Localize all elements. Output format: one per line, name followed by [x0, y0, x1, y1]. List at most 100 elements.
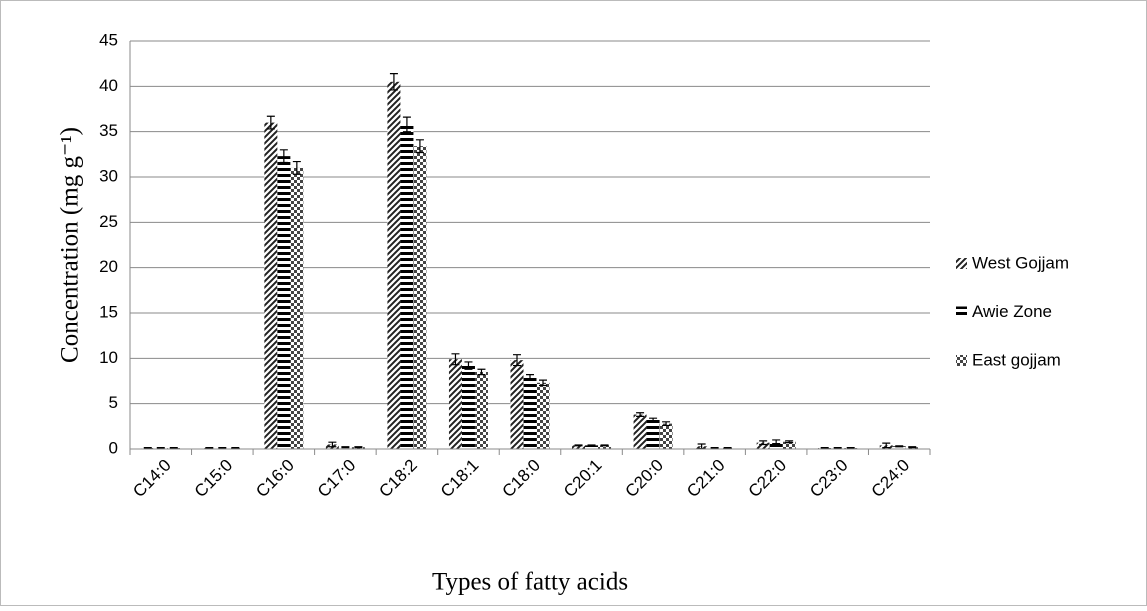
error-bar-line — [513, 354, 521, 367]
error-bar-line — [402, 116, 411, 133]
x-axis-label: Types of fatty acids — [432, 569, 628, 596]
bar — [510, 360, 524, 449]
error-bar-line — [636, 412, 645, 417]
error-bar — [833, 447, 842, 450]
error-bar — [477, 368, 486, 376]
bar — [756, 442, 770, 449]
error-bar — [169, 447, 178, 450]
y-tick-label: 25 — [99, 212, 118, 231]
error-bar — [292, 160, 301, 175]
error-bar — [341, 446, 350, 449]
y-axis-label: Concentration (mg g⁻¹) — [57, 127, 84, 363]
error-bar-line — [354, 446, 363, 449]
error-bar — [415, 139, 424, 154]
bar — [769, 441, 783, 449]
y-tick-label: 35 — [99, 121, 118, 140]
bar — [277, 156, 291, 449]
bar — [474, 371, 488, 449]
error-bar — [451, 353, 460, 366]
error-bar-line — [143, 447, 152, 450]
error-bar — [328, 441, 337, 448]
error-bar-line — [895, 445, 904, 448]
error-bar-line — [846, 447, 855, 450]
error-bar — [759, 440, 768, 446]
error-bar-line — [205, 447, 214, 450]
error-bar-line — [574, 444, 583, 447]
bar — [659, 423, 673, 449]
error-bar — [464, 361, 473, 370]
error-bar-line — [279, 149, 288, 164]
error-bar-line — [169, 447, 178, 450]
bar — [413, 146, 427, 449]
error-bar-line — [772, 439, 781, 445]
error-bar-line — [477, 368, 486, 376]
y-tick-label: 40 — [99, 76, 118, 95]
error-bar-line — [833, 447, 842, 450]
error-bar — [636, 412, 645, 417]
error-bar-line — [723, 447, 732, 450]
error-bar — [513, 354, 521, 367]
error-bar — [143, 447, 152, 450]
y-tick-label: 20 — [99, 257, 118, 276]
error-bar — [882, 442, 891, 449]
y-tick-label: 15 — [99, 302, 118, 321]
error-bar-line — [218, 447, 227, 450]
error-bar — [723, 447, 732, 450]
bar — [523, 377, 537, 449]
error-bar-line — [662, 421, 671, 427]
legend-swatch — [956, 306, 967, 318]
error-bar-line — [156, 447, 165, 450]
error-bar — [205, 447, 214, 450]
bar — [448, 359, 462, 449]
bar — [572, 445, 586, 449]
error-bar-line — [710, 447, 719, 450]
error-bar-line — [587, 444, 596, 447]
error-bar — [218, 447, 227, 450]
error-bar-line — [464, 361, 473, 370]
error-bar — [908, 446, 917, 449]
legend-label: West Gojjam — [972, 253, 1069, 272]
error-bar-line — [328, 441, 337, 448]
bar — [585, 445, 599, 449]
error-bar-line — [266, 115, 275, 130]
error-bar — [279, 149, 288, 164]
error-bar-line — [292, 160, 301, 175]
error-bar-line — [451, 353, 460, 366]
error-bar — [710, 447, 719, 450]
error-bar — [266, 115, 275, 130]
error-bar — [156, 447, 165, 450]
error-bar-line — [820, 447, 829, 450]
legend-swatch — [956, 258, 967, 269]
error-bar-line — [539, 379, 547, 387]
error-bar — [662, 421, 671, 427]
y-tick-label: 45 — [99, 30, 118, 49]
bar — [536, 382, 550, 449]
error-bar — [820, 447, 829, 450]
bar — [387, 81, 401, 450]
error-bar-line — [231, 447, 240, 450]
y-tick-label: 10 — [99, 348, 118, 367]
error-bar — [649, 417, 658, 423]
error-bar — [354, 446, 363, 449]
error-bar — [587, 444, 596, 447]
bar — [598, 445, 612, 449]
error-bar-line — [882, 442, 891, 449]
error-bar-line — [649, 417, 658, 423]
error-bar-line — [759, 440, 768, 446]
error-bar — [231, 447, 240, 450]
error-bar — [402, 116, 411, 133]
y-tick-label: 5 — [109, 393, 118, 412]
bar — [646, 419, 660, 449]
error-bar — [389, 73, 398, 91]
error-bar — [600, 444, 609, 447]
y-tick-label: 0 — [109, 438, 118, 457]
error-bar-line — [415, 139, 424, 154]
error-bar-line — [785, 440, 794, 444]
error-bar — [539, 379, 547, 387]
legend-label: East gojjam — [972, 350, 1061, 369]
error-bar-line — [600, 444, 609, 447]
error-bar-line — [908, 446, 917, 449]
bar — [782, 441, 796, 449]
